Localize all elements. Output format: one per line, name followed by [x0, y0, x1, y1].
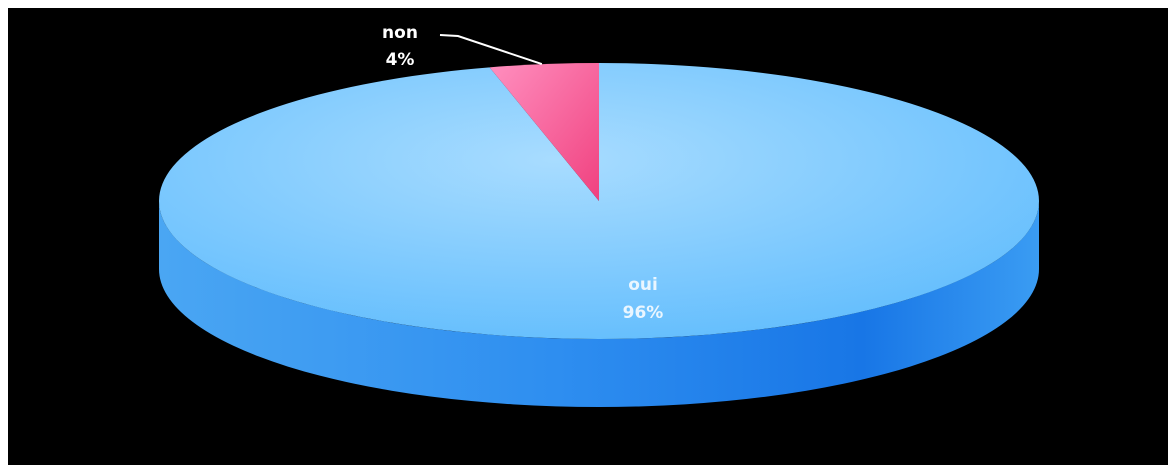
data-label-non-name: non — [382, 23, 418, 43]
pie-chart-svg: oui 96% non 4% — [158, 23, 1039, 407]
pie-slice-non — [489, 63, 599, 201]
data-label-oui-name: oui — [628, 275, 658, 295]
data-label-oui-value: 96% — [623, 303, 664, 323]
pie-side-oui — [159, 201, 1039, 407]
pie-slice-oui — [158, 63, 1039, 340]
pie-chart: oui 96% non 4% — [8, 8, 1168, 465]
leader-line-non — [439, 34, 543, 66]
data-label-non-value: 4% — [386, 50, 415, 70]
